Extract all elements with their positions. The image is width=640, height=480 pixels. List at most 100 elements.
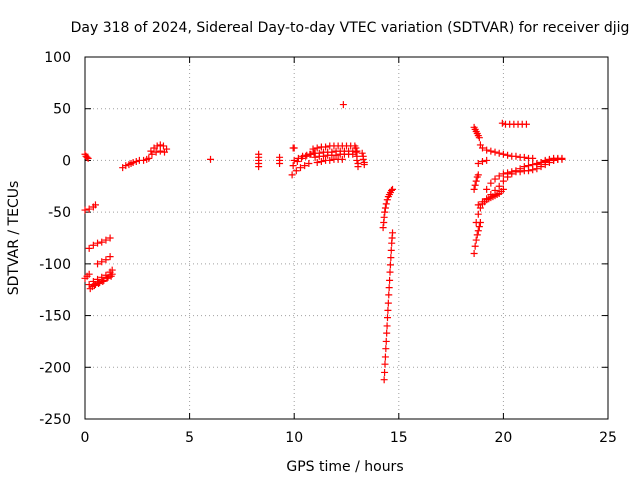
data-point-plus — [85, 270, 93, 278]
seg-a6 — [88, 270, 116, 291]
data-point-plus — [322, 143, 330, 151]
data-point-plus — [483, 195, 491, 203]
y-tick-label: 100 — [44, 50, 71, 66]
data-point-plus — [383, 322, 391, 330]
seg-g3 — [470, 171, 482, 193]
data-point-plus — [529, 166, 537, 174]
data-point-plus — [207, 155, 215, 163]
data-point-plus — [475, 134, 483, 142]
seg-g2 — [470, 218, 484, 258]
seg-g7 — [476, 141, 537, 162]
x-tick-label: 15 — [390, 430, 408, 446]
data-point-plus — [159, 142, 167, 150]
data-point-plus — [380, 376, 388, 384]
data-point-plus — [319, 152, 327, 160]
data-point-plus — [495, 149, 503, 157]
data-point-plus — [94, 260, 102, 268]
grid-lines — [85, 57, 608, 419]
data-point-plus — [102, 256, 110, 264]
data-point-plus — [491, 186, 499, 194]
data-point-plus — [81, 206, 89, 214]
data-point-plus — [382, 345, 390, 353]
data-point-plus — [499, 150, 507, 158]
data-point-plus — [353, 156, 361, 164]
data-point-plus — [352, 148, 360, 156]
seg-e10 — [358, 149, 368, 169]
data-point-plus — [305, 160, 313, 168]
data-point-plus — [152, 148, 160, 156]
data-point-plus — [498, 119, 506, 127]
data-point-plus — [382, 200, 390, 208]
data-point-plus — [85, 205, 93, 213]
data-point-plus — [478, 144, 486, 152]
data-point-plus — [541, 156, 549, 164]
data-point-plus — [499, 177, 507, 185]
data-point-plus — [288, 171, 296, 179]
data-point-plus — [382, 337, 390, 345]
data-point-plus — [512, 152, 520, 160]
data-point-plus — [354, 163, 362, 171]
y-tick-label: -250 — [39, 412, 71, 428]
data-point-plus — [504, 169, 512, 177]
data-point-plus — [499, 170, 507, 178]
data-point-plus — [533, 161, 541, 169]
data-point-plus — [474, 160, 482, 168]
data-point-plus — [473, 231, 481, 239]
data-point-plus — [255, 163, 263, 171]
data-point-plus — [293, 157, 301, 165]
data-point-plus — [381, 360, 389, 368]
data-point-plus — [470, 185, 478, 193]
seg-a2 — [81, 201, 99, 214]
y-tick-label: 0 — [62, 153, 71, 169]
data-point-plus — [379, 224, 387, 232]
data-point-plus — [99, 277, 107, 285]
x-tick-label: 20 — [494, 430, 512, 446]
x-tick-label: 0 — [81, 430, 90, 446]
data-point-plus — [384, 299, 392, 307]
x-axis-label: GPS time / hours — [286, 459, 403, 475]
seg-a7 — [85, 234, 114, 252]
data-point-plus — [478, 198, 486, 206]
data-point-plus — [339, 101, 347, 109]
y-axis-label: SDTVAR / TECUs — [6, 181, 22, 296]
data-point-plus — [132, 157, 140, 165]
data-point-plus — [290, 144, 298, 152]
data-point-plus — [381, 368, 389, 376]
y-tick-label: -100 — [39, 257, 71, 273]
data-point-plus — [384, 306, 392, 314]
data-point-plus — [516, 168, 524, 176]
data-point-plus — [487, 147, 495, 155]
y-tick-label: 50 — [53, 102, 71, 118]
data-point-plus — [387, 254, 395, 262]
data-point-plus — [491, 148, 499, 156]
data-point-plus — [156, 147, 164, 155]
seg-e6 — [311, 150, 357, 161]
seg-g9 — [498, 119, 530, 128]
seg-b5 — [148, 147, 168, 158]
data-point-plus — [303, 151, 311, 159]
data-point-plus — [475, 223, 483, 231]
data-point-plus — [311, 153, 319, 161]
data-point-plus — [91, 281, 99, 289]
data-point-plus — [106, 234, 114, 242]
data-point-plus — [84, 154, 92, 162]
data-point-plus — [487, 191, 495, 199]
seg-c1 — [207, 155, 215, 163]
seg-e9 — [352, 144, 362, 171]
x-tick-label: 25 — [599, 430, 617, 446]
data-point-plus — [98, 258, 106, 266]
data-point-plus — [360, 161, 368, 169]
data-point-plus — [292, 167, 300, 175]
data-point-plus — [122, 162, 130, 170]
data-point-plus — [474, 227, 482, 235]
seg-e2 — [288, 160, 313, 179]
axis-ticks: 0 5 10 15 20 25 -250 -200 -150 -100 -50 0 50 100 — [39, 50, 617, 446]
data-point-plus — [83, 153, 91, 161]
data-point-plus — [471, 181, 479, 189]
data-point-plus — [106, 253, 114, 261]
data-point-plus — [520, 153, 528, 161]
data-point-plus — [483, 185, 491, 193]
data-point-plus — [389, 185, 397, 193]
data-point-plus — [474, 201, 482, 209]
